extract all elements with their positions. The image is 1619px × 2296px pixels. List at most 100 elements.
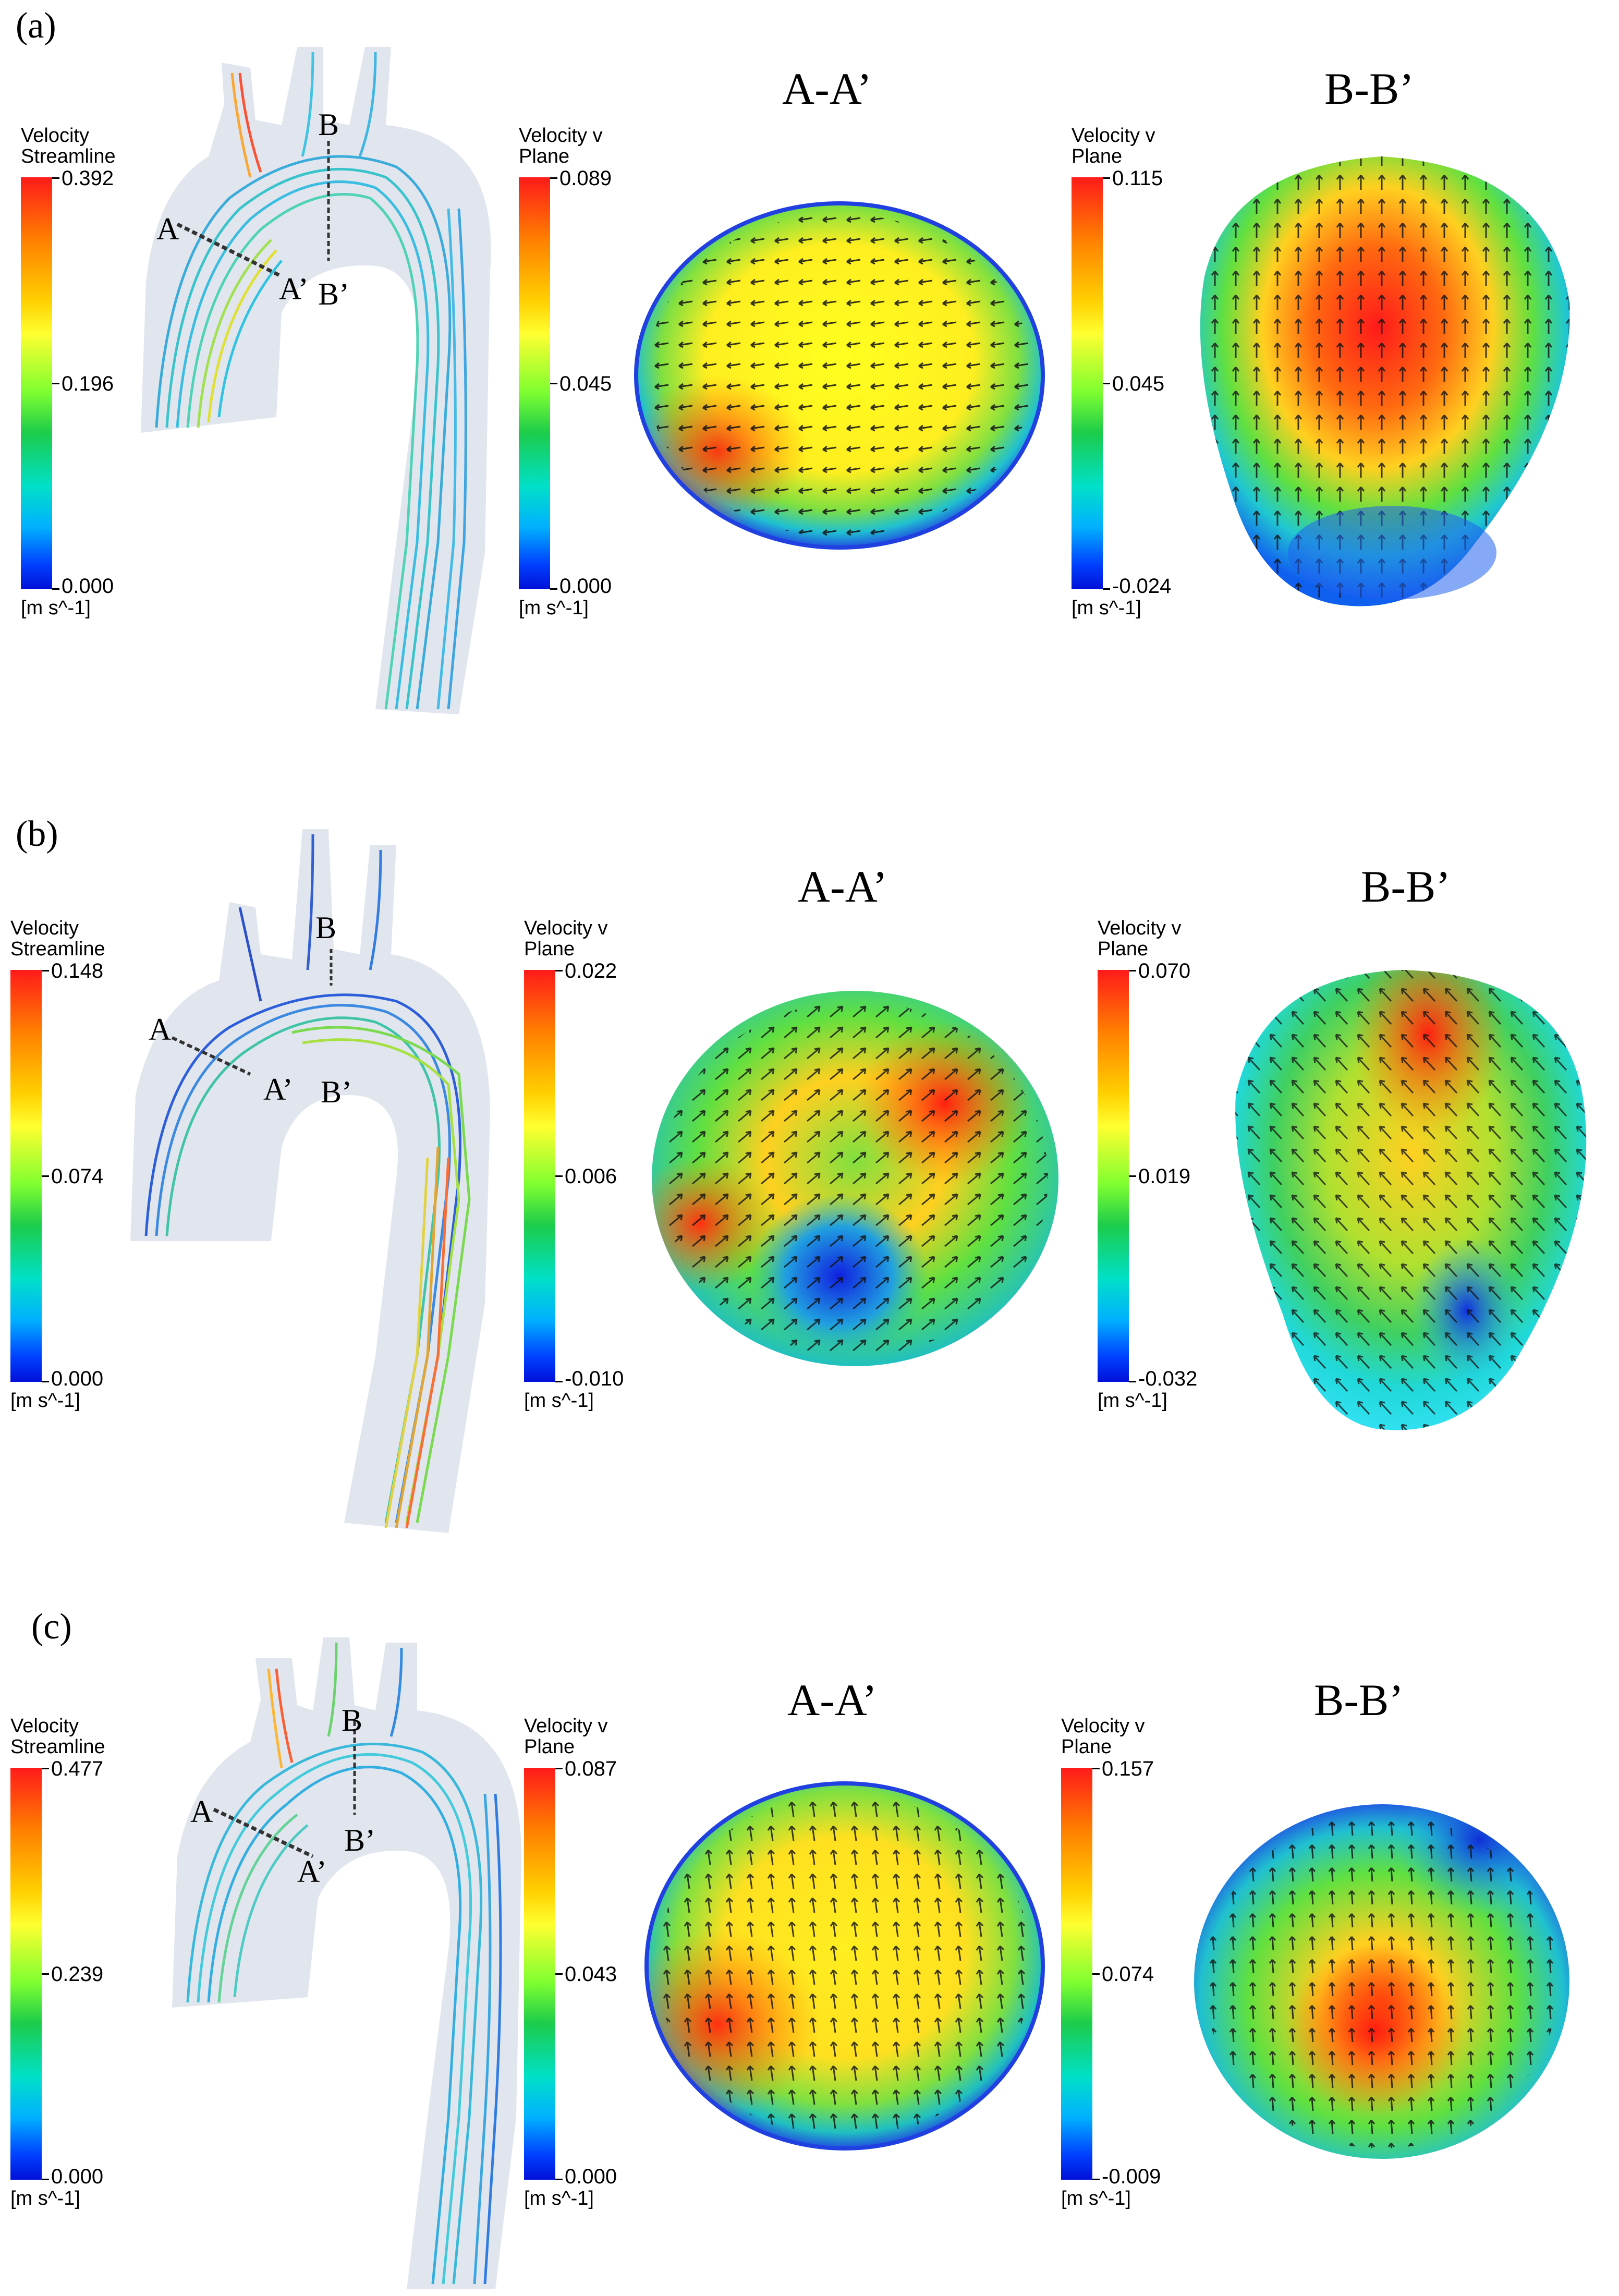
legend-max: 0.392	[62, 167, 114, 190]
cross-section-aa	[652, 991, 1058, 1366]
legend-mid: 0.239	[51, 1963, 104, 1986]
legend-title: Velocity v	[524, 917, 608, 939]
legend-min: 0.000	[565, 2165, 617, 2188]
plane-legend-bb: Velocity v Plane 0.157 0.074 -0.009 [m s…	[1061, 1716, 1218, 2258]
marker-b: B	[318, 107, 339, 142]
legend-max: 0.087	[565, 1757, 617, 1780]
colorbar	[1061, 1768, 1092, 2180]
panel-label: (a)	[16, 6, 56, 46]
marker-a: A	[156, 212, 179, 246]
legend-title: Velocity	[21, 125, 89, 147]
panel-label: (b)	[16, 814, 58, 854]
colorbar	[524, 1768, 555, 2180]
legend-max: 0.089	[559, 167, 612, 190]
legend-subtitle: Plane	[524, 938, 575, 960]
marker-b-prime: B’	[321, 1075, 352, 1109]
cross-section-bb	[1194, 1804, 1569, 2159]
colorbar	[10, 1768, 42, 2180]
cross-section-bb	[1200, 156, 1570, 606]
legend-min: 0.000	[559, 575, 612, 598]
legend-unit: [m s^-1]	[519, 597, 589, 619]
aorta-streamline-model	[130, 829, 490, 1533]
plane-legend-bb: Velocity v Plane 0.115 0.045 -0.024 [m s…	[1072, 125, 1228, 667]
section-title-bb: B-B’	[1314, 1675, 1404, 1725]
legend-subtitle: Streamline	[21, 145, 116, 167]
section-line-a	[213, 1807, 314, 1858]
legend-min: -0.009	[1102, 2165, 1161, 2188]
legend-max: 0.477	[51, 1757, 104, 1780]
legend-max: 0.070	[1138, 959, 1191, 982]
panel-a: (a) Velocity Streamline 0.392 0.196 0.00…	[0, 0, 1619, 730]
marker-b: B	[342, 1703, 363, 1738]
legend-mid: 0.196	[62, 372, 114, 395]
section-title-bb: B-B’	[1361, 861, 1451, 912]
colorbar	[519, 177, 550, 589]
marker-b-prime: B’	[344, 1823, 375, 1857]
legend-max: 0.115	[1112, 167, 1163, 190]
legend-mid: 0.019	[1138, 1165, 1191, 1188]
legend-unit: [m s^-1]	[1098, 1390, 1167, 1412]
cross-section-aa	[644, 1781, 1045, 2151]
legend-min: 0.000	[51, 2165, 104, 2188]
legend-subtitle: Plane	[1072, 145, 1123, 167]
legend-title: Velocity v	[1098, 917, 1182, 939]
colorbar	[524, 970, 555, 1382]
legend-subtitle: Plane	[1098, 938, 1149, 960]
legend-mid: 0.006	[565, 1165, 617, 1188]
legend-title: Velocity v	[1072, 125, 1155, 147]
streamline-legend: Velocity Streamline 0.148 0.074 0.000 [m…	[10, 918, 167, 1460]
cross-section-aa	[634, 201, 1045, 550]
colorbar	[10, 970, 42, 1382]
legend-title: Velocity	[10, 1715, 79, 1737]
legend-min: -0.010	[565, 1367, 624, 1390]
streamline-legend: Velocity Streamline 0.477 0.239 0.000 [m…	[10, 1716, 167, 2258]
legend-title: Velocity v	[1061, 1715, 1145, 1737]
marker-a-prime: A’	[279, 272, 309, 306]
marker-a: A	[190, 1794, 213, 1829]
legend-unit: [m s^-1]	[10, 1390, 80, 1412]
section-title-aa: A-A’	[798, 861, 887, 912]
section-line-a	[171, 1036, 251, 1076]
marker-a-prime: A’	[263, 1072, 293, 1107]
plane-legend-aa: Velocity v Plane 0.022 0.006 -0.010 [m s…	[524, 918, 680, 1460]
legend-subtitle: Plane	[1061, 1736, 1112, 1758]
colorbar	[1098, 970, 1129, 1382]
marker-b: B	[315, 910, 337, 945]
legend-mid: 0.074	[51, 1165, 104, 1188]
legend-subtitle: Streamline	[10, 938, 105, 960]
legend-min: -0.032	[1138, 1367, 1198, 1390]
legend-min: 0.000	[62, 575, 114, 598]
legend-unit: [m s^-1]	[10, 2188, 80, 2209]
panel-label: (c)	[31, 1607, 72, 1647]
legend-max: 0.157	[1102, 1757, 1154, 1780]
colorbar	[1072, 177, 1103, 589]
legend-max: 0.148	[51, 959, 104, 982]
marker-b-prime: B’	[318, 277, 349, 311]
legend-unit: [m s^-1]	[1072, 597, 1141, 619]
section-title-aa: A-A’	[782, 64, 872, 114]
legend-mid: 0.074	[1102, 1963, 1154, 1986]
legend-title: Velocity v	[524, 1715, 608, 1737]
plane-legend-aa: Velocity v Plane 0.087 0.043 0.000 [m s^…	[524, 1716, 680, 2258]
marker-a: A	[149, 1012, 172, 1047]
legend-min: 0.000	[51, 1367, 104, 1390]
panel-b: (b) Velocity Streamline 0.148 0.074 0.00…	[0, 782, 1619, 1533]
legend-unit: [m s^-1]	[524, 2188, 594, 2209]
legend-max: 0.022	[565, 959, 617, 982]
cross-section-bb	[1235, 970, 1587, 1430]
section-line-a	[176, 222, 283, 278]
section-title-bb: B-B’	[1324, 64, 1414, 114]
colorbar	[21, 177, 52, 589]
aorta-streamline-model	[141, 47, 491, 714]
legend-unit: [m s^-1]	[1061, 2188, 1131, 2209]
plane-legend-bb: Velocity v Plane 0.070 0.019 -0.032 [m s…	[1098, 918, 1254, 1460]
legend-min: -0.024	[1112, 575, 1172, 598]
legend-unit: [m s^-1]	[21, 597, 91, 619]
legend-subtitle: Plane	[519, 145, 570, 167]
marker-a-prime: A’	[297, 1854, 327, 1889]
legend-mid: 0.045	[1112, 372, 1165, 395]
plane-legend-aa: Velocity v Plane 0.089 0.045 0.000 [m s^…	[519, 125, 675, 667]
legend-mid: 0.043	[565, 1963, 617, 1986]
section-title-aa: A-A’	[787, 1675, 877, 1725]
legend-subtitle: Plane	[524, 1736, 575, 1758]
